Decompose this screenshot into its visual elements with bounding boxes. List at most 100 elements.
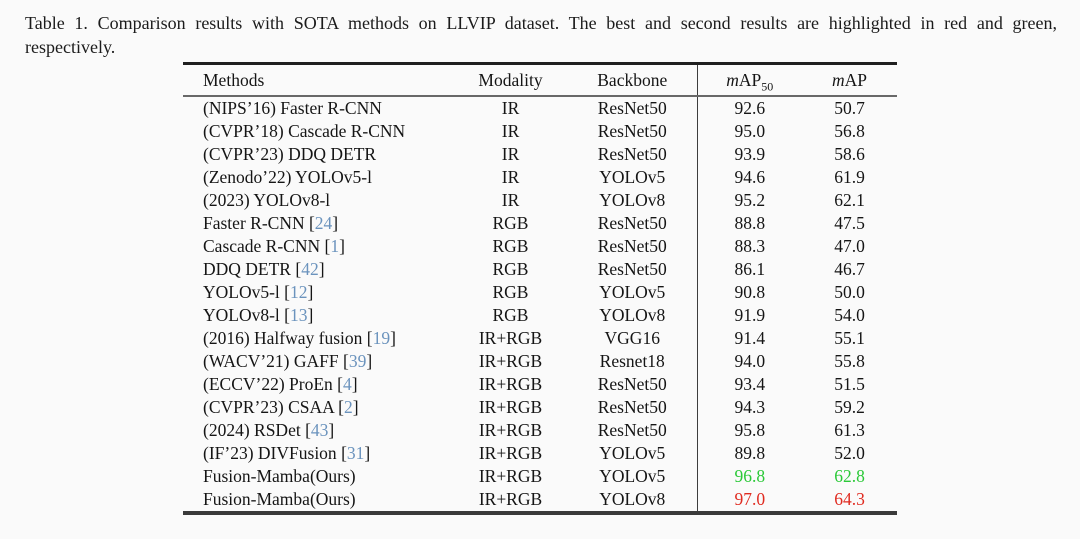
cell-map50: 94.6 xyxy=(696,166,802,189)
cell-backbone: YOLOv5 xyxy=(599,443,666,463)
cell-map: 55.1 xyxy=(834,328,865,348)
cell-map50: 90.8 xyxy=(696,281,802,304)
cell-modality: IR xyxy=(501,98,520,118)
citation-link[interactable]: 42 xyxy=(301,259,319,279)
citation-link[interactable]: 1 xyxy=(330,236,340,256)
cell-backbone: ResNet50 xyxy=(597,236,667,256)
cell-method: YOLOv5-l [12] xyxy=(203,282,314,302)
citation-link[interactable]: 4 xyxy=(342,374,352,394)
cell-backbone: YOLOv5 xyxy=(599,466,666,486)
cell-method: (Zenodo’22) YOLOv5-l xyxy=(203,167,372,187)
citation-link[interactable]: 39 xyxy=(348,351,367,371)
table-row: (NIPS’16) Faster R-CNN IR ResNet50 92.6 50.7 xyxy=(183,96,897,120)
table-row: (IF’23) DIVFusion [31] IR+RGB YOLOv5 89.8 52… xyxy=(183,442,897,465)
table-row: (2024) RSDet [43] IR+RGB ResNet50 95.8 61.3 xyxy=(183,419,897,442)
cell-modality: IR+RGB xyxy=(478,397,543,417)
cell-modality: RGB xyxy=(492,305,529,325)
cell-map: 59.2 xyxy=(834,397,865,417)
cell-backbone: YOLOv5 xyxy=(599,282,666,302)
cell-method: (2024) RSDet [43] xyxy=(203,420,335,440)
table-row: (ECCV’22) ProEn [4] IR+RGB ResNet50 93.4 51.… xyxy=(183,373,897,396)
cell-map: 58.6 xyxy=(834,144,865,164)
cell-map50: 91.4 xyxy=(696,327,802,350)
cell-method: (CVPR’23) CSAA [2] xyxy=(203,397,359,417)
cell-map50: 93.9 xyxy=(696,143,802,166)
cell-map: 50.7 xyxy=(834,98,865,118)
cell-map: 61.3 xyxy=(834,420,865,440)
col-header-modality: Modality xyxy=(453,65,568,97)
table-row: (CVPR’23) DDQ DETR IR ResNet50 93.9 58.6 xyxy=(183,143,897,166)
cell-map50: 95.0 xyxy=(696,120,802,143)
cell-method: (ECCV’22) ProEn [4] xyxy=(203,374,358,394)
cell-map: 54.0 xyxy=(834,305,865,325)
table-row: (2016) Halfway fusion [19] IR+RGB VGG16 91.… xyxy=(183,327,897,350)
table-row: (WACV’21) GAFF [39] IR+RGB Resnet18 94.0 55.… xyxy=(183,350,897,373)
cell-map50: 88.3 xyxy=(696,235,802,258)
cell-map: 50.0 xyxy=(834,282,865,302)
cell-modality: IR+RGB xyxy=(478,328,543,348)
cell-backbone: ResNet50 xyxy=(597,374,667,394)
cell-map50: 88.8 xyxy=(696,212,802,235)
cell-backbone: ResNet50 xyxy=(597,259,667,279)
methods-table: Methods Modality Backbone mAP50 mAP (NIP… xyxy=(183,65,897,511)
citation-link[interactable]: 19 xyxy=(372,328,391,348)
cell-method: Fusion-Mamba(Ours) xyxy=(203,489,356,509)
cell-method: Fusion-Mamba(Ours) xyxy=(203,466,356,486)
cell-backbone: ResNet50 xyxy=(597,98,667,118)
cell-method: DDQ DETR [42] xyxy=(203,259,325,279)
cell-backbone: VGG16 xyxy=(604,328,660,348)
col-header-map50: mAP50 xyxy=(696,65,802,97)
cell-map: 62.1 xyxy=(834,190,865,210)
cell-map: 52.0 xyxy=(834,443,865,463)
cell-modality: RGB xyxy=(492,236,529,256)
cell-backbone: ResNet50 xyxy=(597,144,667,164)
cell-map: 55.8 xyxy=(834,351,865,371)
table-header-row: Methods Modality Backbone mAP50 mAP xyxy=(183,65,897,97)
cell-method: (WACV’21) GAFF [39] xyxy=(203,351,373,371)
cell-map: 51.5 xyxy=(834,374,865,394)
table-row: (CVPR’18) Cascade R-CNN IR ResNet50 95.0 56.… xyxy=(183,120,897,143)
citation-link[interactable]: 12 xyxy=(290,282,308,302)
cell-modality: IR xyxy=(501,144,520,164)
cell-modality: IR xyxy=(501,190,520,210)
citation-link[interactable]: 43 xyxy=(310,420,329,440)
col-header-map: mAP xyxy=(802,65,897,97)
cell-method: (CVPR’18) Cascade R-CNN xyxy=(203,121,406,141)
cell-modality: IR+RGB xyxy=(478,489,543,509)
cell-modality: IR+RGB xyxy=(478,374,543,394)
cell-map50: 92.6 xyxy=(696,96,802,120)
table-row: Faster R-CNN [24] RGB ResNet50 88.8 47.5 xyxy=(183,212,897,235)
col-header-backbone: Backbone xyxy=(568,65,697,97)
cell-map50: 94.0 xyxy=(696,350,802,373)
cell-map: 47.5 xyxy=(834,213,865,233)
col-header-methods: Methods xyxy=(183,65,453,97)
citation-link[interactable]: 24 xyxy=(314,213,333,233)
table-row: DDQ DETR [42] RGB ResNet50 86.1 46.7 xyxy=(183,258,897,281)
cell-map50: 96.8 xyxy=(696,465,802,488)
cell-map: 64.3 xyxy=(834,489,865,509)
table-row: (2023) YOLOv8-l IR YOLOv8 95.2 62.1 xyxy=(183,189,897,212)
cell-method: (2016) Halfway fusion [19] xyxy=(203,328,396,348)
cell-map: 47.0 xyxy=(834,236,865,256)
citation-link[interactable]: 2 xyxy=(344,397,353,417)
citation-link[interactable]: 31 xyxy=(346,443,365,463)
cell-map50: 94.3 xyxy=(696,396,802,419)
cell-backbone: ResNet50 xyxy=(597,397,667,417)
cell-method: (2023) YOLOv8-l xyxy=(203,190,331,210)
cell-backbone: ResNet50 xyxy=(597,121,667,141)
cell-backbone: YOLOv8 xyxy=(599,489,666,509)
cell-modality: IR+RGB xyxy=(478,420,543,440)
cell-backbone: YOLOv8 xyxy=(599,305,666,325)
caption-line-1: Table 1. Comparison results with SOTA me… xyxy=(25,13,1057,33)
cell-map50: 91.9 xyxy=(696,304,802,327)
cell-method: Faster R-CNN [24] xyxy=(203,213,339,233)
cell-modality: IR xyxy=(501,121,520,141)
cell-backbone: ResNet50 xyxy=(597,213,667,233)
cell-map: 46.7 xyxy=(834,259,865,279)
caption-line-2: respectively. xyxy=(25,37,116,57)
cell-map50: 86.1 xyxy=(696,258,802,281)
citation-link[interactable]: 13 xyxy=(290,305,308,325)
cell-modality: IR+RGB xyxy=(478,466,543,486)
cell-modality: IR xyxy=(501,167,520,187)
cell-modality: RGB xyxy=(492,213,529,233)
